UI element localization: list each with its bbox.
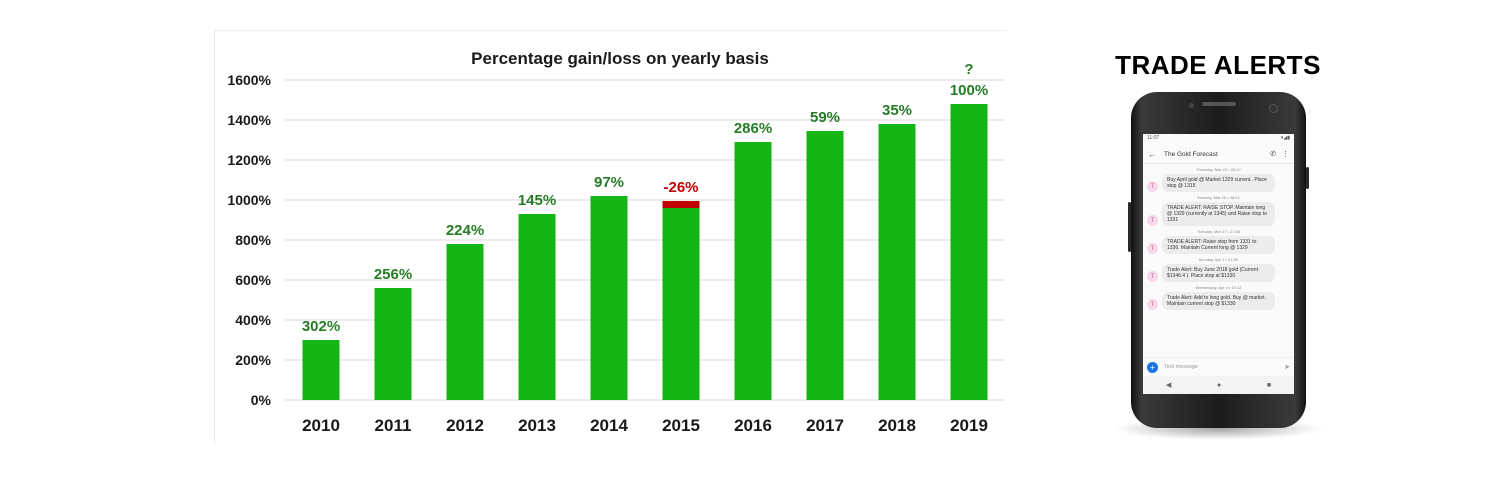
navigation-bar: ◀ ● ■	[1143, 376, 1294, 394]
avatar: T	[1147, 181, 1158, 192]
data-label-2016: 286%	[734, 120, 772, 137]
avatar: T	[1147, 271, 1158, 282]
phone-mockup: 11:07 ▾◢▮ ← The Gold Forecast ✆ ⋮ Thursd…	[1128, 92, 1309, 428]
bar-2019	[950, 104, 988, 400]
bar-2016	[734, 142, 772, 400]
data-label-2012: 224%	[446, 222, 484, 239]
y-tick-label: 0%	[251, 392, 272, 408]
app-bar: ← The Gold Forecast ✆ ⋮	[1143, 145, 1294, 164]
message-item[interactable]: T Trade Alert: Add to long gold. Buy @ ma…	[1147, 292, 1289, 310]
data-label-2010: 302%	[302, 318, 340, 335]
message-date: Monday, Mar 26 • 08:43	[1197, 195, 1240, 200]
data-label-2018: 35%	[882, 102, 912, 119]
x-tick-label-2018: 2018	[878, 416, 916, 435]
message-text: Trade Alert: Add to long gold. Buy @ mar…	[1162, 292, 1275, 310]
message-text: TRADE ALERT: RAISE STOP. Maintain long @…	[1162, 202, 1275, 226]
trade-alerts-title: TRADE ALERTS	[1115, 50, 1321, 80]
x-tick-label-2013: 2013	[518, 416, 556, 435]
send-icon[interactable]: ➤	[1284, 364, 1290, 371]
bar-2013	[518, 214, 556, 400]
message-item[interactable]: T Trade Alert: Buy June 2018 gold (Curren…	[1147, 264, 1289, 282]
phone-icon[interactable]: ✆	[1270, 151, 1276, 158]
avatar: T	[1147, 215, 1158, 226]
message-item[interactable]: T TRADE ALERT: Raise stop from 1331 to 13…	[1147, 236, 1289, 254]
nav-recents-icon[interactable]: ■	[1266, 381, 1272, 389]
bar-2018	[878, 124, 916, 400]
message-list: Thursday, Mar 22 • 20:47 T Buy April gold …	[1143, 167, 1294, 310]
y-tick-label: 200%	[235, 352, 271, 368]
data-label-2015: -26%	[663, 179, 698, 196]
bar-2014	[590, 196, 628, 400]
message-date: Tuesday, Mar 27 • 21:55	[1196, 229, 1241, 234]
message-text: Trade Alert: Buy June 2018 gold (Current…	[1162, 264, 1275, 282]
x-tick-label-2015: 2015	[662, 416, 700, 435]
y-tick-label: 1400%	[227, 112, 271, 128]
x-tick-label-2017: 2017	[806, 416, 844, 435]
more-vert-icon[interactable]: ⋮	[1282, 151, 1289, 158]
nav-home-icon[interactable]: ●	[1216, 381, 1222, 389]
y-tick-label: 1600%	[227, 72, 271, 88]
status-bar: 11:07 ▾◢▮	[1143, 134, 1294, 145]
data-label-2017: 59%	[810, 109, 840, 126]
data-label-2011: 256%	[374, 266, 412, 283]
y-tick-label: 1000%	[227, 192, 271, 208]
x-tick-label-2014: 2014	[590, 416, 628, 435]
message-item[interactable]: T Buy April gold @ Market 1329 current.. …	[1147, 174, 1289, 192]
volume-button	[1128, 202, 1131, 252]
message-date: Monday, Apr 2 • 21:06	[1198, 257, 1239, 262]
y-tick-label: 800%	[235, 232, 271, 248]
bar-2012	[446, 244, 484, 400]
x-tick-label-2012: 2012	[446, 416, 484, 435]
compose-bar: + Text message ➤	[1143, 357, 1294, 376]
arrow-left-icon[interactable]: ←	[1148, 149, 1156, 159]
annotation-question-mark: ?	[964, 61, 973, 78]
x-tick-label-2010: 2010	[302, 416, 340, 435]
avatar: T	[1147, 243, 1158, 254]
bar-2010	[302, 340, 340, 400]
data-label-2013: 145%	[518, 192, 556, 209]
text-message-input[interactable]: Text message	[1164, 364, 1198, 370]
avatar: T	[1147, 299, 1158, 310]
x-tick-label-2011: 2011	[375, 416, 412, 435]
add-attachment-button[interactable]: +	[1147, 361, 1158, 373]
power-button	[1306, 167, 1309, 189]
message-date: Wednesday, Apr 4 • 10:12	[1195, 285, 1242, 290]
bar-2011	[374, 288, 412, 400]
data-label-2014: 97%	[594, 174, 624, 191]
conversation-title: The Gold Forecast	[1164, 150, 1218, 158]
bar-2015	[662, 208, 700, 400]
message-text: Buy April gold @ Market 1329 current.. P…	[1162, 174, 1275, 192]
x-tick-label-2016: 2016	[734, 416, 772, 435]
chart-title: Percentage gain/loss on yearly basis	[471, 49, 769, 68]
status-icons: ▾◢▮	[1280, 135, 1290, 141]
nav-back-icon[interactable]: ◀	[1165, 382, 1172, 389]
y-tick-label: 1200%	[227, 152, 271, 168]
message-date: Thursday, Mar 22 • 20:47	[1196, 167, 1241, 172]
y-tick-label: 600%	[235, 272, 271, 288]
loss-segment-2015	[662, 201, 700, 208]
speaker-grille	[1202, 102, 1236, 106]
x-tick-label-2019: 2019	[950, 416, 988, 435]
bar-chart: Percentage gain/loss on yearly basis 0% 2…	[227, 49, 1005, 435]
message-text: TRADE ALERT: Raise stop from 1331 to 133…	[1162, 236, 1275, 254]
bar-2017	[806, 131, 844, 400]
data-label-2019: 100%	[950, 82, 988, 99]
sensor-icon	[1189, 103, 1194, 108]
chart-panel: Percentage gain/loss on yearly basis 0% 2…	[214, 30, 1007, 444]
y-tick-label: 400%	[235, 312, 271, 328]
camera-icon	[1269, 104, 1278, 113]
message-item[interactable]: T TRADE ALERT: RAISE STOP. Maintain long …	[1147, 202, 1289, 226]
phone-screen: 11:07 ▾◢▮ ← The Gold Forecast ✆ ⋮ Thursd…	[1143, 134, 1294, 394]
status-time: 11:07	[1147, 135, 1160, 141]
